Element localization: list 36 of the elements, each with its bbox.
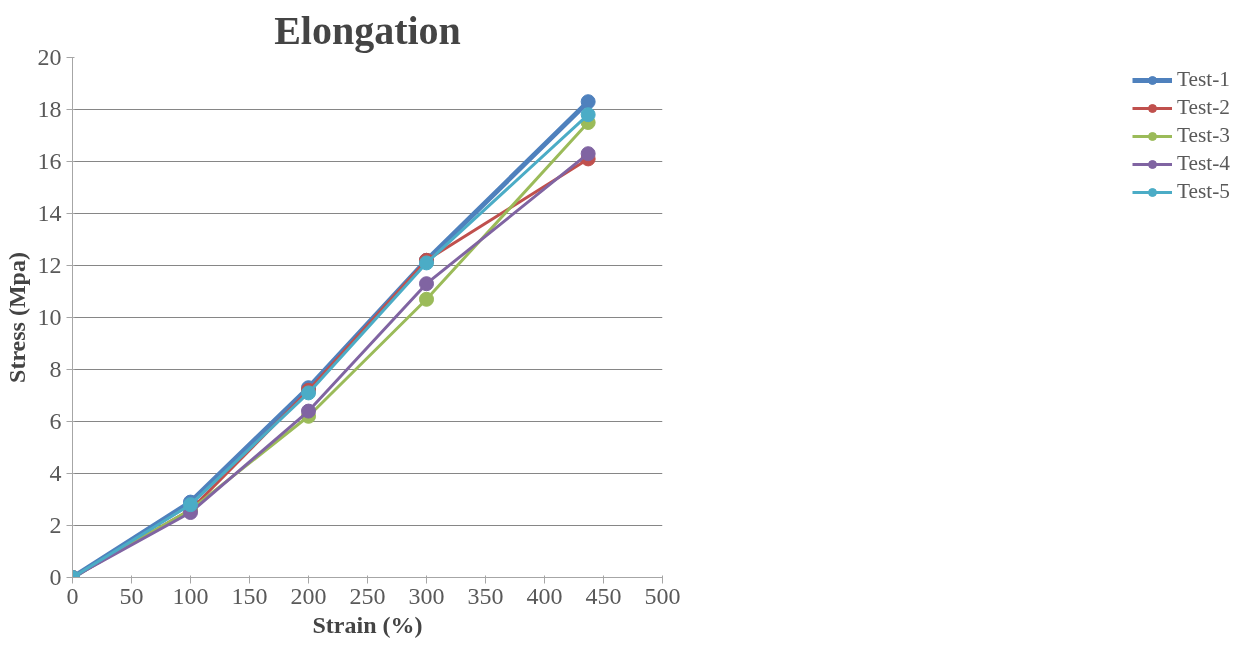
legend-label: Test-2	[1177, 95, 1230, 120]
x-axis-title: Strain (%)	[312, 611, 423, 638]
x-tick-label: 200	[290, 582, 327, 609]
x-tick-label: 350	[467, 582, 504, 609]
point	[301, 403, 316, 419]
y-axis-title: Stress (Mpa)	[3, 252, 30, 383]
x-tick-label: 150	[231, 582, 268, 609]
y-tick-label: 6	[49, 408, 62, 434]
point	[580, 146, 596, 162]
legend-label: Test-4	[1177, 151, 1230, 176]
point	[580, 107, 596, 123]
point	[419, 276, 434, 292]
x-tick-label: 50	[119, 582, 144, 609]
x-tick-label: 300	[408, 582, 445, 609]
y-tick-label: 14	[37, 200, 62, 226]
x-tick-label: 400	[526, 582, 563, 609]
y-tick-label: 2	[49, 512, 62, 538]
x-tick-label: 450	[585, 582, 622, 609]
point	[419, 291, 434, 307]
legend-label: Test-5	[1177, 179, 1230, 204]
y-tick-label: 18	[37, 96, 62, 122]
x-tick-label: 250	[349, 582, 386, 609]
x-tick-label: 500	[644, 582, 681, 609]
x-tick-label: 0	[66, 582, 79, 609]
y-tick-label: 4	[49, 460, 62, 486]
y-tick-label: 8	[49, 356, 62, 382]
y-tick-label: 12	[37, 252, 62, 278]
point	[580, 94, 596, 110]
y-tick-label: 0	[49, 564, 62, 590]
y-tick-label: 10	[37, 304, 62, 330]
chart-title: Elongation	[274, 7, 461, 53]
y-tick-label: 16	[37, 148, 62, 174]
legend-label: Test-3	[1177, 123, 1230, 148]
y-tick-label: 20	[37, 44, 62, 70]
x-tick-label: 100	[172, 582, 209, 609]
legend-label: Test-1	[1177, 67, 1230, 92]
